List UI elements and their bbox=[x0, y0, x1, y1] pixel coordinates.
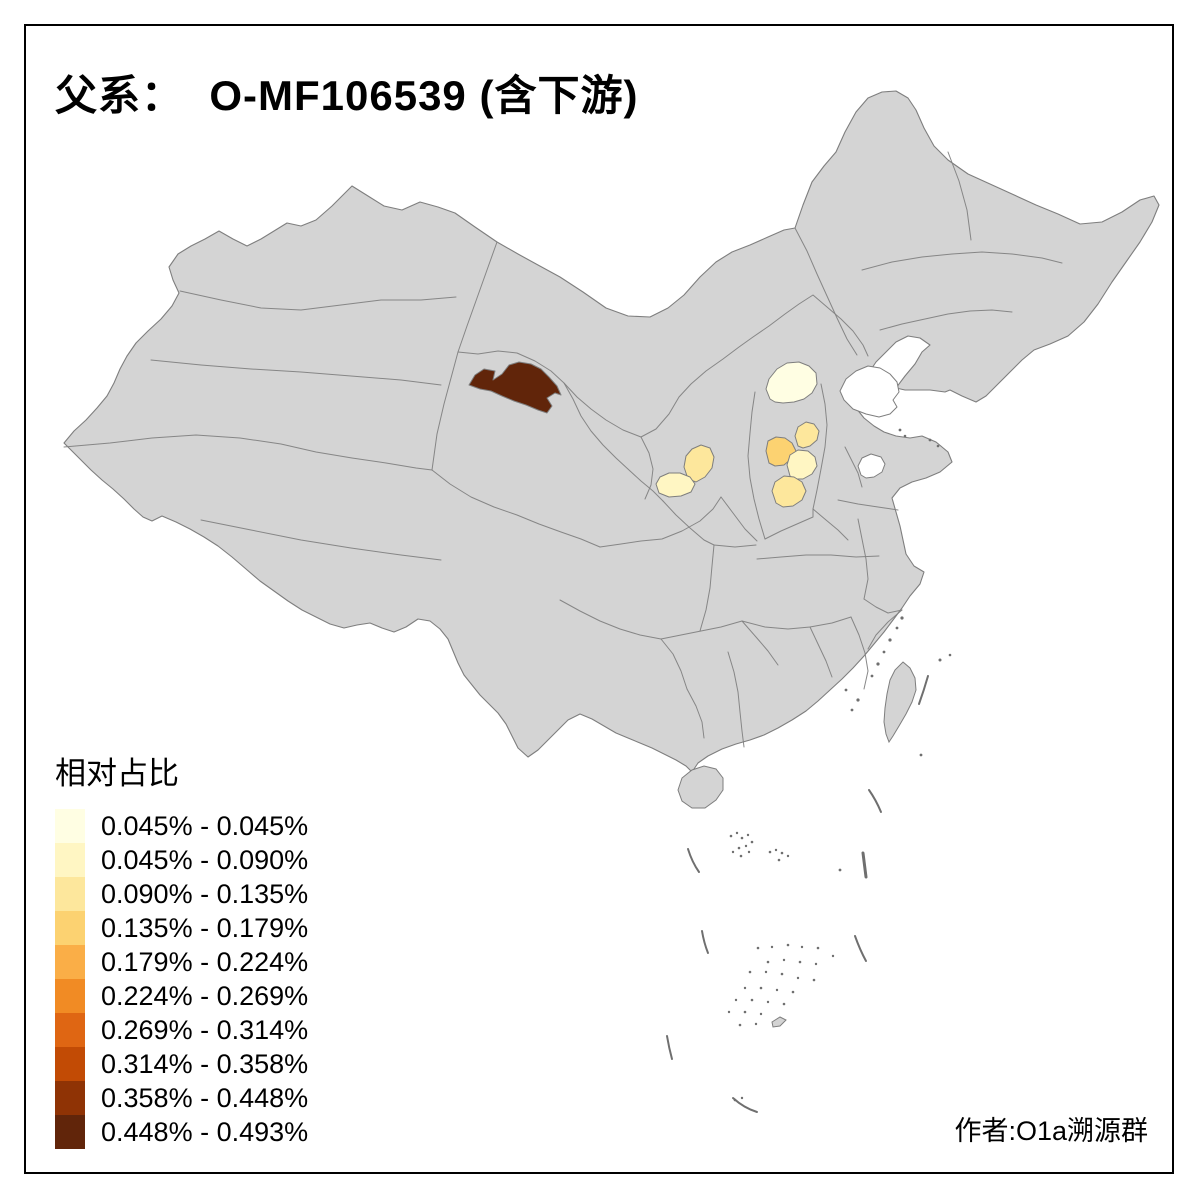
taiwan-island bbox=[883, 661, 917, 744]
region-east-gansu bbox=[655, 472, 696, 498]
legend-label: 0.045% - 0.090% bbox=[101, 845, 309, 875]
hainan-island bbox=[677, 765, 724, 809]
china-mainland bbox=[63, 90, 1160, 773]
legend-row: 0.090% - 0.135% bbox=[55, 877, 308, 911]
legend-swatch bbox=[55, 979, 85, 1013]
islands bbox=[677, 428, 952, 1028]
south-china-sea-islands bbox=[727, 831, 842, 1102]
legend-label: 0.179% - 0.224% bbox=[101, 947, 309, 977]
region-central-shanxi-east bbox=[794, 421, 820, 449]
legend-row: 0.358% - 0.448% bbox=[55, 1081, 308, 1115]
legend: 相对占比 0.045% - 0.045% 0.045% - 0.090% 0.0… bbox=[55, 748, 308, 1149]
region-hexi-corridor-gansu bbox=[468, 361, 562, 414]
legend-swatch bbox=[55, 1047, 85, 1081]
legend-swatch bbox=[55, 945, 85, 979]
legend-swatch bbox=[55, 877, 85, 911]
legend-row: 0.045% - 0.045% bbox=[55, 809, 308, 843]
legend-row: 0.045% - 0.090% bbox=[55, 843, 308, 877]
legend-label: 0.448% - 0.493% bbox=[101, 1117, 309, 1147]
spratly-islet bbox=[771, 1016, 787, 1028]
legend-swatch bbox=[55, 911, 85, 945]
legend-swatch bbox=[55, 1013, 85, 1047]
region-north-shaanxi bbox=[683, 444, 715, 483]
legend-label: 0.090% - 0.135% bbox=[101, 879, 309, 909]
province-boundaries bbox=[63, 151, 1063, 748]
legend-row: 0.269% - 0.314% bbox=[55, 1013, 308, 1047]
legend-row: 0.179% - 0.224% bbox=[55, 945, 308, 979]
legend-label: 0.358% - 0.448% bbox=[101, 1083, 309, 1113]
legend-label: 0.224% - 0.269% bbox=[101, 981, 309, 1011]
region-zhangjiakou bbox=[765, 361, 818, 404]
highlighted-regions bbox=[468, 361, 900, 508]
region-central-shanxi-basin bbox=[786, 449, 818, 480]
region-jinan-nodata bbox=[857, 453, 886, 479]
legend-row: 0.448% - 0.493% bbox=[55, 1115, 308, 1149]
legend-swatch bbox=[55, 843, 85, 877]
legend-row: 0.314% - 0.358% bbox=[55, 1047, 308, 1081]
legend-title: 相对占比 bbox=[55, 756, 179, 791]
region-beijing-nodata bbox=[839, 365, 900, 418]
legend-swatch bbox=[55, 1115, 85, 1149]
legend-row: 0.224% - 0.269% bbox=[55, 979, 308, 1013]
legend-swatch bbox=[55, 1081, 85, 1115]
region-south-shanxi bbox=[771, 475, 807, 508]
legend-label: 0.045% - 0.045% bbox=[101, 811, 309, 841]
dash-line-segments bbox=[666, 675, 929, 1113]
legend-label: 0.314% - 0.358% bbox=[101, 1049, 309, 1079]
attribution-text: 作者:O1a溯源群 bbox=[954, 1116, 1148, 1146]
legend-label: 0.269% - 0.314% bbox=[101, 1015, 309, 1045]
legend-swatch bbox=[55, 809, 85, 843]
figure-title: 父系： O-MF106539 (含下游) bbox=[55, 72, 639, 119]
legend-row: 0.135% - 0.179% bbox=[55, 911, 308, 945]
legend-label: 0.135% - 0.179% bbox=[101, 913, 309, 943]
